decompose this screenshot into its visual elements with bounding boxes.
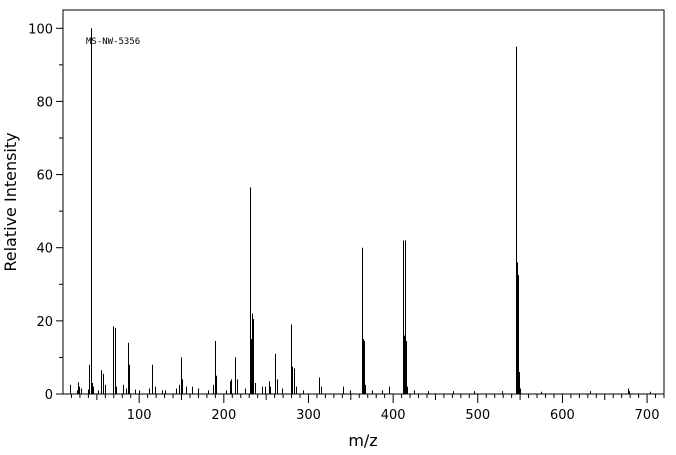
peak-series bbox=[70, 28, 651, 394]
y-tick-label: 40 bbox=[36, 242, 53, 257]
x-axis-title: m/z bbox=[348, 431, 377, 450]
x-tick-label: 300 bbox=[296, 408, 321, 423]
y-tick-label: 0 bbox=[45, 388, 53, 403]
x-tick-label: 500 bbox=[465, 408, 490, 423]
y-tick-label: 20 bbox=[36, 315, 53, 330]
x-tick-label: 200 bbox=[211, 408, 236, 423]
x-tick-label: 100 bbox=[127, 408, 152, 423]
chart-annotation: MS-NW-5356 bbox=[86, 37, 140, 47]
x-axis: 100 200 300 400 500 600 700 bbox=[70, 394, 665, 423]
y-axis-title: Relative Intensity bbox=[1, 132, 20, 271]
y-tick-label: 100 bbox=[28, 22, 53, 37]
y-tick-label: 60 bbox=[36, 169, 53, 184]
x-tick-label: 700 bbox=[635, 408, 660, 423]
y-tick-label: 80 bbox=[36, 95, 53, 110]
y-axis: 0 20 40 60 80 100 bbox=[28, 22, 63, 403]
x-tick-label: 400 bbox=[381, 408, 406, 423]
plot-frame bbox=[62, 9, 665, 395]
x-tick-label: 600 bbox=[550, 408, 575, 423]
